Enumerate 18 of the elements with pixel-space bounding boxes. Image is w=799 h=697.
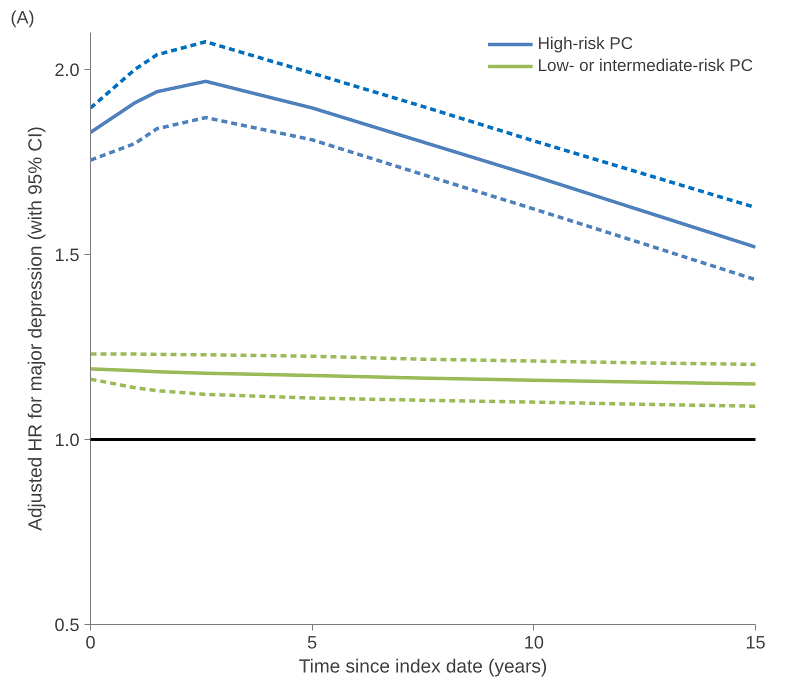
x-tick-label: 0 [85, 632, 96, 652]
x-tick-label: 15 [745, 632, 766, 652]
line-series [90, 116, 756, 282]
y-tick-label: 1.5 [54, 245, 80, 265]
line-series [90, 377, 756, 408]
legend-label: High-risk PC [538, 34, 633, 54]
line-series [90, 352, 756, 366]
y-tick-label: 2.0 [54, 60, 80, 80]
legend-label: Low- or intermediate-risk PC [538, 56, 753, 76]
text: (A) [10, 8, 34, 28]
y-tick-label: 0.5 [54, 615, 80, 635]
x-tick-label: 10 [524, 632, 544, 652]
x-tick-label: 5 [307, 632, 318, 652]
x-axis-title: Time since index date (years) [298, 656, 548, 678]
y-axis-title: Adjusted HR for major depression (with 95% CI) [25, 126, 46, 531]
line-series [90, 80, 756, 249]
line-series [90, 367, 756, 386]
y-tick-label: 1.0 [54, 430, 80, 450]
